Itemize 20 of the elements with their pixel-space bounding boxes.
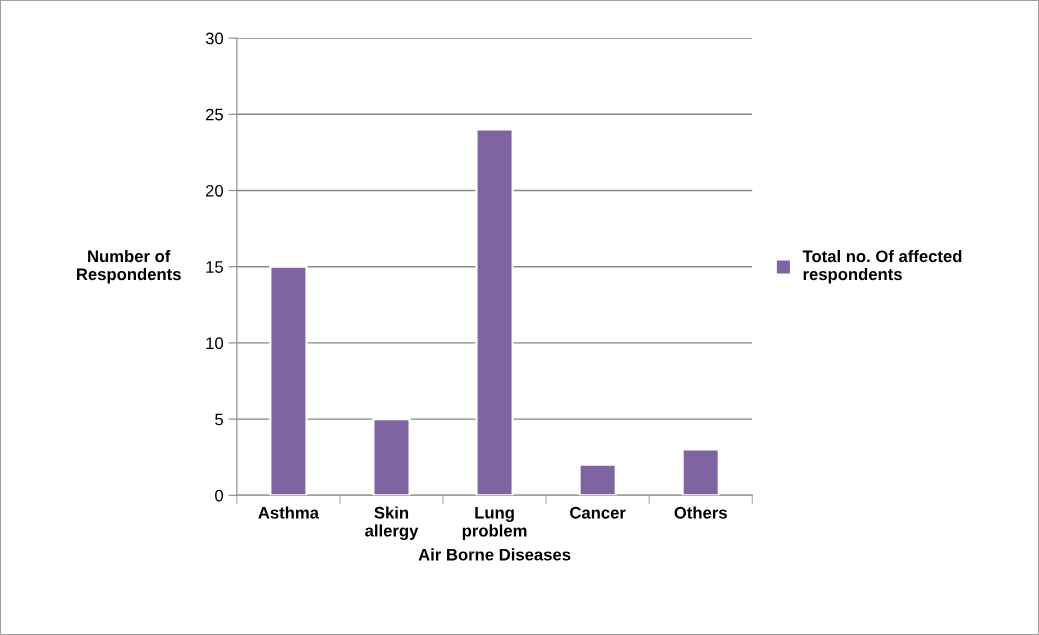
y-axis-title: Number of Respondents [77, 249, 181, 284]
bar [475, 128, 514, 496]
bar [269, 265, 308, 496]
y-tick-label: 0 [215, 489, 224, 502]
legend-label: Total no. Of affected respondents [802, 249, 962, 284]
x-tick-label: Asthma [258, 506, 320, 519]
x-axis-title: Air Borne Diseases [418, 548, 571, 561]
bar [681, 448, 720, 496]
x-tick-label: Others [674, 506, 727, 519]
y-tick-label: 10 [206, 337, 224, 350]
y-tick-label: 30 [205, 32, 224, 45]
x-tick-label: Skin allergy [365, 506, 419, 540]
x-tick-label: Cancer [570, 506, 626, 519]
y-tick-label: 25 [206, 108, 223, 121]
y-tick-label: 20 [206, 184, 224, 197]
bar [578, 463, 617, 496]
x-tick-label: Lung problem [462, 506, 527, 540]
y-tick-label: 5 [215, 413, 223, 426]
bar [372, 418, 411, 496]
y-tick-label: 15 [206, 261, 223, 273]
